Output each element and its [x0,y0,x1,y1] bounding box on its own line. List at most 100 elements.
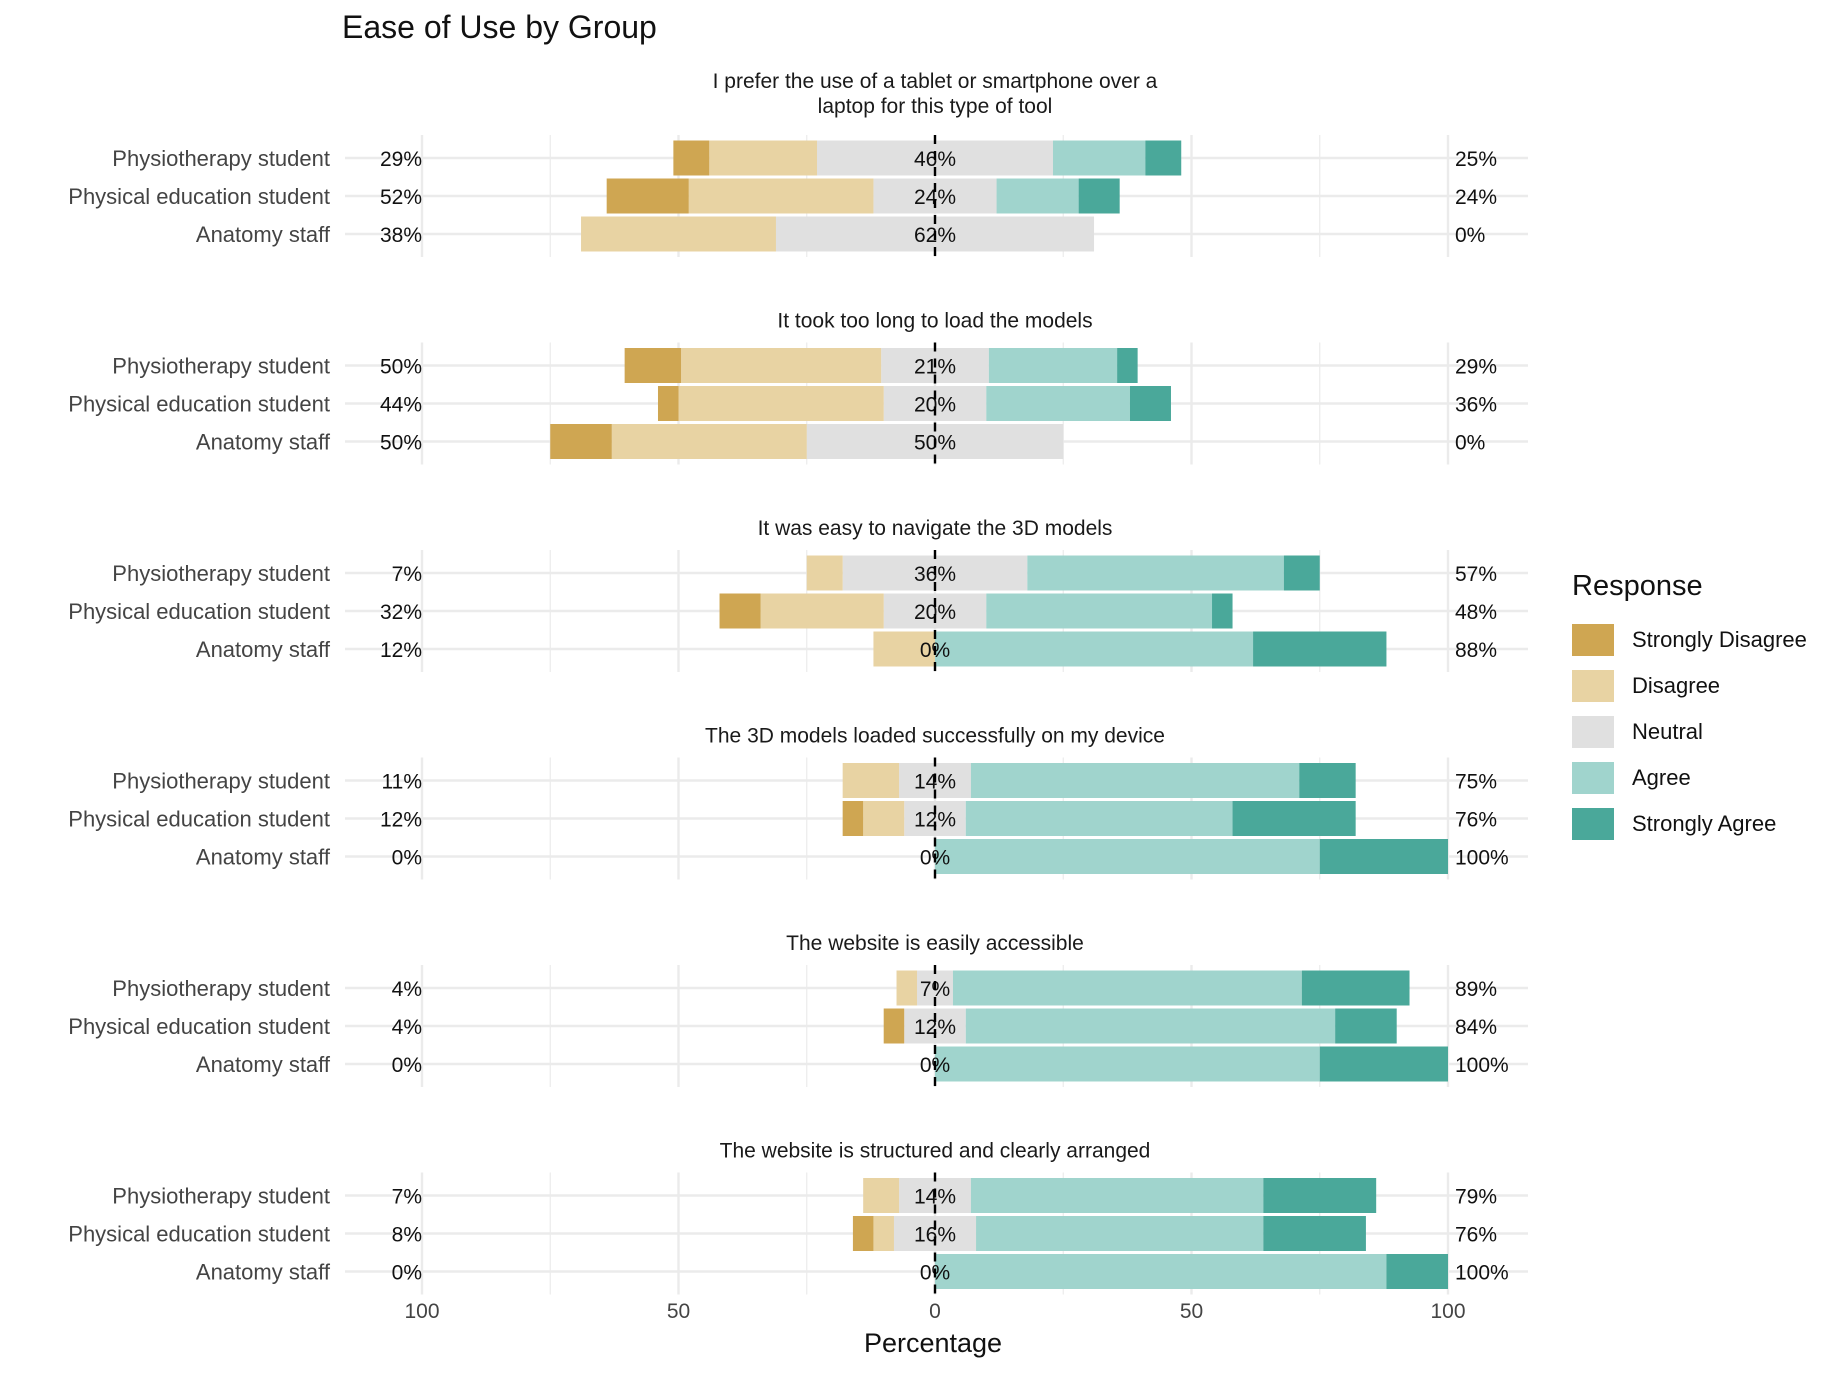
bar-segment-agree [965,801,1233,836]
low-percentage-label: 52% [380,186,422,209]
bar-segment-strongly-disagree [624,348,682,383]
neutral-percentage-label: 20% [914,394,956,417]
bar-segment-agree [970,763,1300,798]
bar-segment-disagree [873,1216,894,1251]
high-percentage-label: 48% [1455,601,1497,624]
legend-item: Agree [1572,755,1832,801]
high-percentage-label: 76% [1455,809,1497,832]
legend: Response Strongly Disagree Disagree Neutra… [1572,570,1832,847]
bar-segment-agree [965,1008,1336,1044]
bar-segment-disagree [873,631,935,667]
panel: The website is easily accessible Physioth… [68,932,1528,1087]
high-percentage-label: 76% [1455,1224,1497,1247]
bar-segment-strongly-agree [1299,763,1356,798]
legend-label: Neutral [1632,719,1703,744]
bar-segment-strongly-agree [1335,1008,1397,1044]
bar-segment-agree [970,1178,1264,1213]
bar-segment-strongly-agree [1301,970,1410,1006]
high-percentage-label: 75% [1455,771,1497,794]
x-axis: 100 50 0 50 100 [404,1300,1465,1323]
legend-label: Strongly Agree [1632,811,1777,836]
bar-segment-disagree [863,801,905,836]
panel: The 3D models loaded successfully on my … [68,725,1528,880]
legend-swatch [1572,670,1614,702]
bar-segment-strongly-disagree [842,801,864,836]
panel: The website is structured and clearly ar… [68,1140,1528,1295]
bar-segment-agree [952,970,1302,1006]
bar-segment-strongly-agree [1232,801,1356,836]
bar-segment-agree [1027,555,1284,591]
x-tick-label: 50 [1180,1300,1203,1323]
bar-segment-disagree [760,593,884,629]
bar-segment-disagree [688,178,874,214]
bar-segment-strongly-disagree [719,593,761,629]
high-percentage-label: 24% [1455,186,1497,209]
legend-item: Neutral [1572,709,1832,755]
bar-segment-disagree [842,763,900,798]
low-percentage-label: 4% [392,1016,422,1039]
bar-segment-strongly-disagree [657,386,679,421]
bar-segment-strongly-agree [1117,348,1138,383]
group-label: Physiotherapy student [112,769,330,794]
bar-segment-strongly-agree [1253,631,1387,667]
bar-segment-strongly-agree [1145,140,1182,176]
bar-segment-agree [935,839,1320,874]
bar-segment-strongly-agree [1263,1216,1366,1251]
panels: I prefer the use of a tablet or smartpho… [68,70,1528,1295]
high-percentage-label: 84% [1455,1016,1497,1039]
high-percentage-label: 29% [1455,356,1497,379]
neutral-percentage-label: 20% [914,601,956,624]
bar-segment-strongly-agree [1129,386,1171,421]
group-label: Physical education student [68,599,330,624]
x-tick-label: 100 [404,1300,439,1323]
bar-segment-agree [935,1254,1387,1289]
panel: I prefer the use of a tablet or smartpho… [68,70,1528,257]
panel-title: It was easy to navigate the 3D models [758,517,1113,540]
legend-title: Response [1572,570,1703,602]
chart-title: Ease of Use by Group [342,9,657,45]
bar-segment-disagree [896,970,918,1006]
group-label: Physical education student [68,184,330,209]
bar-segment-disagree [709,140,818,176]
bar-segment-strongly-disagree [673,140,710,176]
x-tick-label: 50 [667,1300,690,1323]
neutral-percentage-label: 12% [914,809,956,832]
high-percentage-label: 79% [1455,1186,1497,1209]
neutral-percentage-label: 12% [914,1016,956,1039]
panel-title: I prefer the use of a tablet or smartpho… [713,70,1158,93]
legend-items: Strongly Disagree Disagree Neutral Agree Str… [1572,617,1832,847]
bar-segment-disagree [678,386,884,421]
bar-segment-strongly-agree [1319,839,1448,874]
panel: It was easy to navigate the 3D models Phy… [68,517,1528,672]
bar-segment-strongly-agree [1283,555,1320,591]
legend-swatch [1572,716,1614,748]
low-percentage-label: 44% [380,394,422,417]
low-percentage-label: 0% [392,847,422,870]
legend-swatch [1572,624,1614,656]
legend-item: Strongly Agree [1572,801,1832,847]
group-label: Physiotherapy student [112,1184,330,1209]
panel-title: The website is structured and clearly ar… [720,1140,1151,1163]
bar-segment-agree [935,1046,1320,1082]
low-percentage-label: 50% [380,356,422,379]
bar-segment-disagree [581,216,776,252]
bar-segment-agree [996,178,1079,214]
legend-swatch [1572,762,1614,794]
bar-segment-strongly-disagree [852,1216,874,1251]
bar-segment-strongly-disagree [606,178,689,214]
neutral-percentage-label: 24% [914,186,956,209]
group-label: Physical education student [68,392,330,417]
high-percentage-label: 89% [1455,978,1497,1001]
group-label: Physical education student [68,1014,330,1039]
panel-title: The website is easily accessible [786,932,1084,955]
bar-segment-disagree [681,348,882,383]
panel: It took too long to load the models Physi… [68,310,1528,465]
group-label: Physiotherapy student [112,354,330,379]
bar-segment-agree [986,386,1130,421]
high-percentage-label: 25% [1455,148,1497,171]
group-label: Anatomy staff [196,637,331,662]
low-percentage-label: 7% [392,1186,422,1209]
bar-segment-agree [988,348,1118,383]
bar-segment-disagree [806,555,843,591]
panel-title: laptop for this type of tool [818,95,1053,118]
